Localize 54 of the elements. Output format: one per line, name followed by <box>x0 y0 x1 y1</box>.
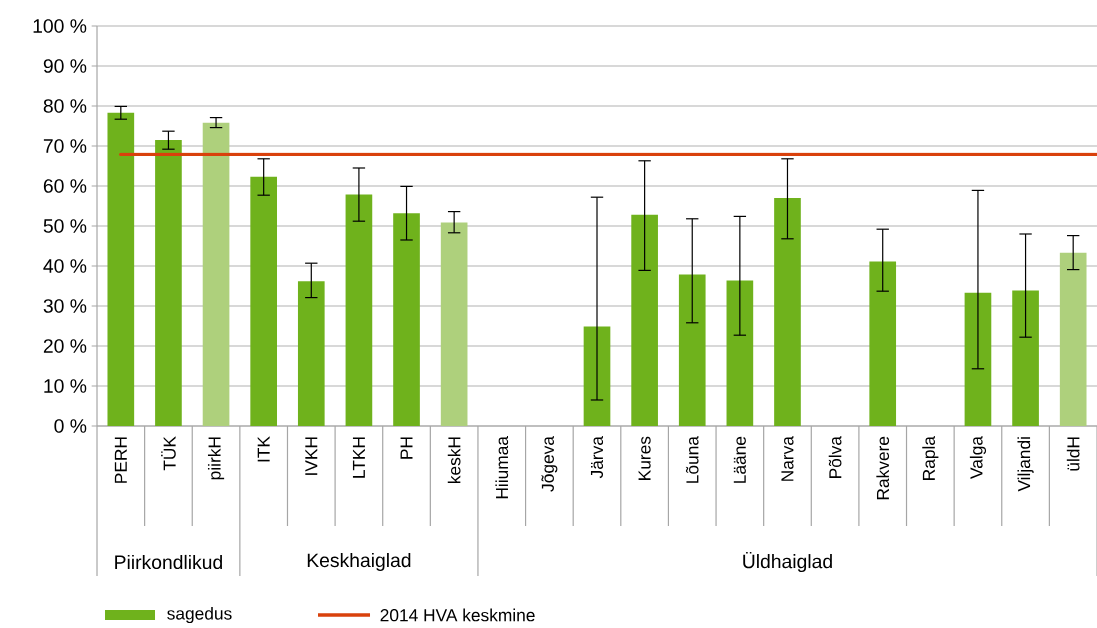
x-tick-label: TÜK <box>161 436 176 471</box>
x-tick-label: Järva <box>590 436 604 479</box>
x-tick-label: Lõuna <box>685 436 699 483</box>
x-tick-label: ITK <box>257 436 270 462</box>
x-tick-label: PERH <box>114 437 127 483</box>
bar <box>440 222 468 426</box>
x-tick-label: Viljandi <box>1017 437 1034 492</box>
x-tick-label: PH <box>400 437 413 459</box>
bar <box>393 213 420 426</box>
bar <box>202 122 230 426</box>
legend-label: sagedus <box>167 606 232 624</box>
x-tick-label: Narva <box>781 436 794 481</box>
bar <box>869 261 897 426</box>
x-tick-label: IVKH <box>305 437 318 475</box>
x-tick-label: Kures <box>638 436 651 480</box>
bar <box>631 214 658 426</box>
bar <box>250 176 278 426</box>
y-tick-label: 100 % <box>33 19 87 33</box>
bar <box>583 326 611 426</box>
x-tick-label: Hiiumaa <box>495 436 509 499</box>
bar <box>107 112 135 426</box>
y-tick-label: 60 % <box>43 179 87 193</box>
y-tick-label: 30 % <box>43 299 87 313</box>
x-tick-label: Põlva <box>828 436 842 478</box>
x-tick-label: Rapla <box>922 436 939 480</box>
y-tick-label: 80 % <box>43 99 87 113</box>
x-tick-label: Jõgeva <box>541 436 558 492</box>
y-tick-label: 40 % <box>43 259 87 273</box>
bar <box>678 274 706 426</box>
bar <box>1012 290 1039 426</box>
bar <box>297 281 325 426</box>
bar <box>345 194 373 426</box>
x-tick-label: Rakvere <box>876 436 890 500</box>
x-tick-label: keskH <box>447 437 461 484</box>
text: Piirkondlikud <box>115 554 222 570</box>
bar <box>726 280 754 426</box>
bar <box>964 292 992 426</box>
y-tick-label: 0 % <box>54 419 87 433</box>
y-tick-label: 20 % <box>43 339 87 353</box>
y-tick-label: 50 % <box>43 219 87 233</box>
text: Üldhaiglad <box>743 551 832 573</box>
legend-label: 2014 HVA keskmine <box>380 608 535 622</box>
text: Keskhaiglad <box>307 552 411 571</box>
x-tick-label: piirkH <box>207 437 225 480</box>
x-tick-label: üldH <box>1066 437 1080 471</box>
x-tick-label: Valga <box>969 436 987 479</box>
bar <box>1059 252 1087 426</box>
y-tick-label: 90 % <box>43 59 87 73</box>
x-tick-label: LTKH <box>352 437 365 478</box>
y-tick-label: 70 % <box>43 139 87 153</box>
bar <box>774 197 801 426</box>
bar <box>155 139 182 426</box>
x-tick-label: Lääne <box>733 436 746 483</box>
y-tick-label: 10 % <box>44 379 87 393</box>
